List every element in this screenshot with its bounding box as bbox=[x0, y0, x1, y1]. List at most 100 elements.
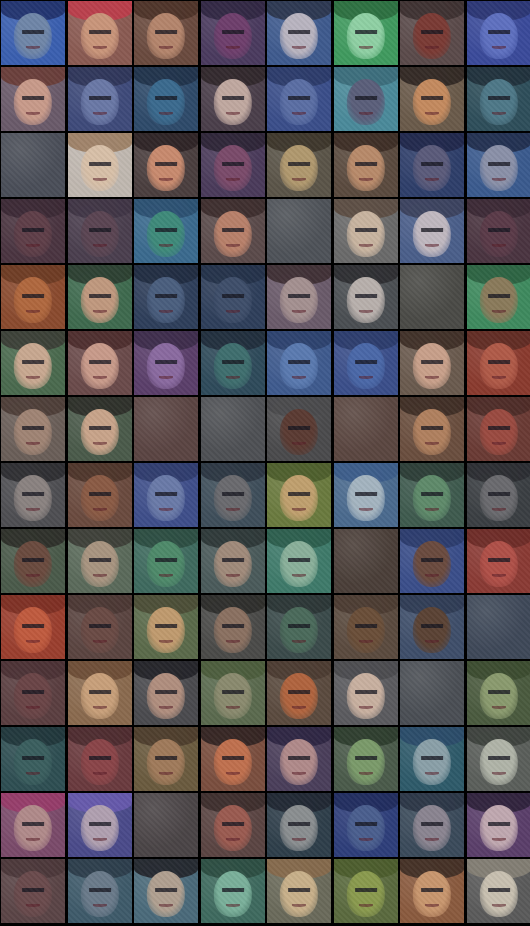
face-mouth bbox=[358, 243, 374, 247]
face-mouth bbox=[25, 705, 41, 709]
face-hair-region bbox=[467, 793, 530, 814]
face-sample-tile bbox=[201, 331, 265, 395]
face-hair-region bbox=[1, 331, 65, 352]
face-hair-region bbox=[334, 331, 398, 352]
face-sample-tile bbox=[334, 397, 398, 461]
face-eyes bbox=[155, 359, 177, 364]
face-mouth bbox=[225, 375, 241, 379]
face-region bbox=[279, 672, 319, 719]
tile-noise-texture bbox=[400, 265, 464, 329]
face-sample-tile bbox=[1, 793, 65, 857]
face-sample-tile bbox=[467, 595, 530, 659]
face-hair-region bbox=[400, 793, 464, 814]
face-region bbox=[479, 870, 519, 917]
face-region bbox=[346, 210, 386, 257]
face-hair-region bbox=[201, 199, 265, 220]
face-sample-tile bbox=[134, 529, 198, 593]
face-hair-region bbox=[267, 595, 331, 616]
face-eyes bbox=[421, 623, 443, 628]
face-eyes bbox=[355, 689, 377, 694]
face-hair-region bbox=[267, 331, 331, 352]
face-sample-tile bbox=[467, 793, 530, 857]
face-region bbox=[213, 870, 253, 917]
tile-noise-texture bbox=[334, 529, 398, 593]
face-sample-tile bbox=[68, 199, 132, 263]
face-region bbox=[13, 870, 53, 917]
face-hair-region bbox=[467, 529, 530, 550]
face-eyes bbox=[288, 821, 310, 826]
face-hair-region bbox=[467, 265, 530, 286]
face-mouth bbox=[92, 177, 108, 181]
face-eyes bbox=[421, 491, 443, 496]
face-region bbox=[412, 606, 452, 653]
face-mouth bbox=[92, 639, 108, 643]
face-eyes bbox=[288, 29, 310, 34]
face-hair-region bbox=[68, 265, 132, 286]
face-eyes bbox=[355, 623, 377, 628]
face-region bbox=[146, 342, 186, 389]
face-hair-region bbox=[1, 397, 65, 418]
face-eyes bbox=[488, 95, 510, 100]
face-region bbox=[80, 144, 120, 191]
face-mouth bbox=[424, 837, 440, 841]
tile-noise-texture bbox=[400, 661, 464, 725]
face-hair-region bbox=[467, 331, 530, 352]
face-sample-tile bbox=[400, 1, 464, 65]
face-hair-region bbox=[267, 133, 331, 154]
face-sample-tile bbox=[201, 793, 265, 857]
face-sample-tile bbox=[267, 331, 331, 395]
face-mouth bbox=[25, 771, 41, 775]
face-mouth bbox=[491, 837, 507, 841]
face-eyes bbox=[488, 227, 510, 232]
face-region bbox=[346, 606, 386, 653]
face-hair-region bbox=[68, 727, 132, 748]
face-sample-tile bbox=[134, 595, 198, 659]
face-eyes bbox=[222, 293, 244, 298]
face-hair-region bbox=[134, 331, 198, 352]
face-hair-region bbox=[1, 199, 65, 220]
face-sample-tile bbox=[134, 727, 198, 791]
face-hair-region bbox=[134, 67, 198, 88]
face-sample-tile bbox=[68, 133, 132, 197]
face-eyes bbox=[421, 821, 443, 826]
face-sample-tile bbox=[467, 529, 530, 593]
face-eyes bbox=[89, 359, 111, 364]
face-region bbox=[279, 144, 319, 191]
face-region bbox=[146, 738, 186, 785]
face-mouth bbox=[358, 507, 374, 511]
face-region bbox=[479, 408, 519, 455]
face-mouth bbox=[291, 45, 307, 49]
face-region bbox=[412, 78, 452, 125]
face-eyes bbox=[222, 557, 244, 562]
face-hair-region bbox=[68, 133, 132, 154]
face-region bbox=[479, 738, 519, 785]
face-eyes bbox=[288, 425, 310, 430]
face-eyes bbox=[421, 557, 443, 562]
face-region bbox=[146, 870, 186, 917]
face-region bbox=[279, 870, 319, 917]
face-hair-region bbox=[334, 595, 398, 616]
face-eyes bbox=[22, 755, 44, 760]
face-eyes bbox=[155, 227, 177, 232]
face-region bbox=[80, 12, 120, 59]
face-hair-region bbox=[1, 661, 65, 682]
face-eyes bbox=[355, 491, 377, 496]
face-hair-region bbox=[1, 529, 65, 550]
face-hair-region bbox=[334, 793, 398, 814]
face-hair-region bbox=[134, 529, 198, 550]
face-eyes bbox=[222, 491, 244, 496]
face-region bbox=[346, 78, 386, 125]
face-mouth bbox=[92, 375, 108, 379]
face-mouth bbox=[92, 111, 108, 115]
face-sample-tile bbox=[134, 67, 198, 131]
face-eyes bbox=[89, 293, 111, 298]
face-sample-tile bbox=[201, 67, 265, 131]
face-region bbox=[479, 342, 519, 389]
face-sample-tile bbox=[1, 595, 65, 659]
face-eyes bbox=[488, 557, 510, 562]
face-region bbox=[213, 144, 253, 191]
face-eyes bbox=[222, 887, 244, 892]
face-sample-tile bbox=[467, 331, 530, 395]
face-sample-tile bbox=[1, 199, 65, 263]
face-eyes bbox=[22, 821, 44, 826]
